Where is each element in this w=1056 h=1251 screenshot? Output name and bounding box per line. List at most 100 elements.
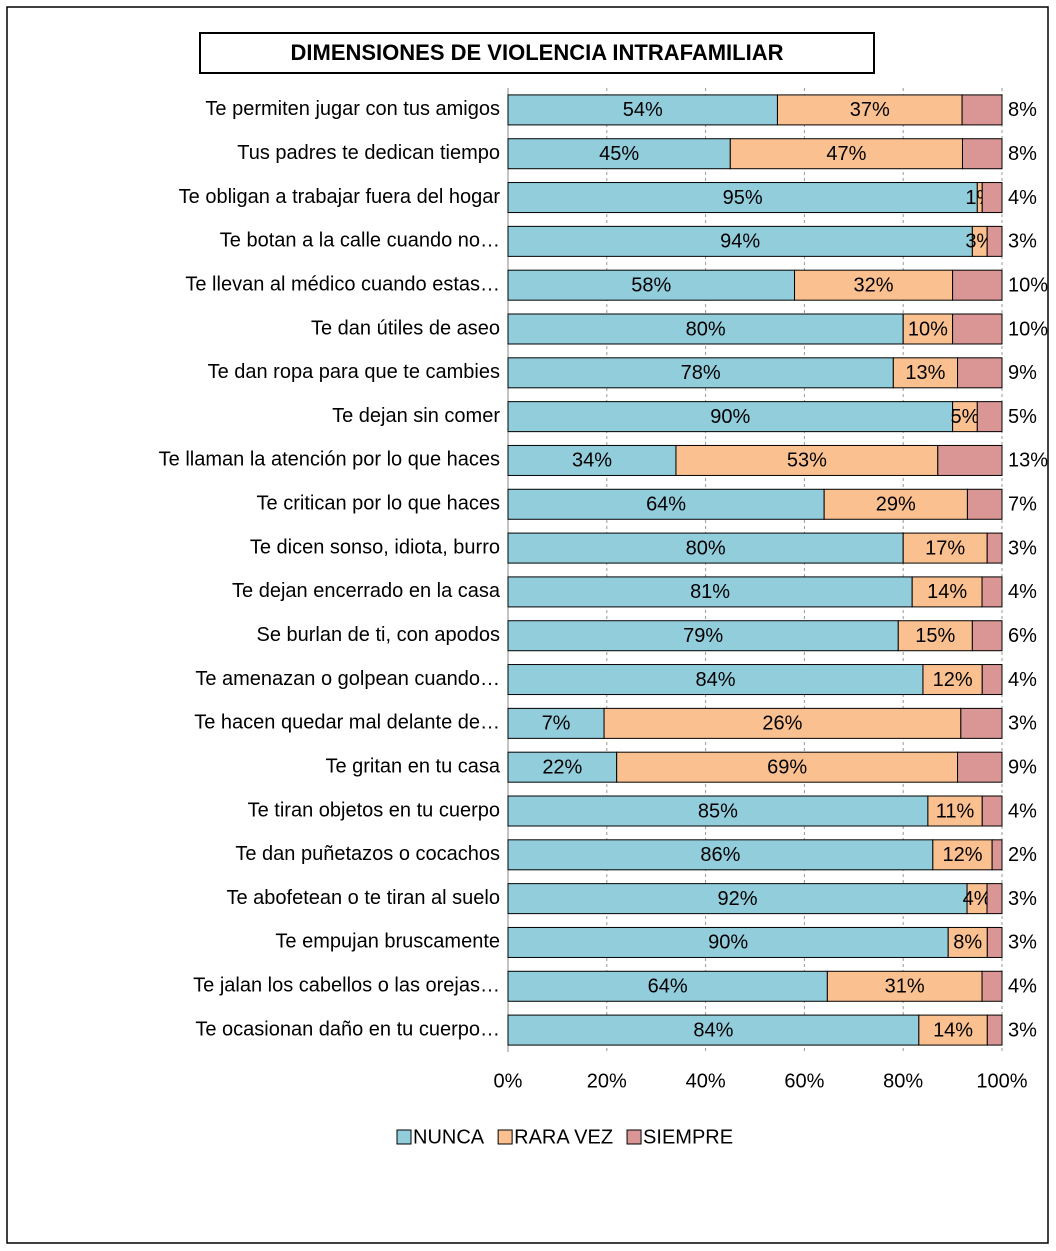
data-label: 15%: [915, 625, 955, 647]
bar-segment: [981, 182, 1003, 214]
bar-segment: [947, 926, 988, 958]
data-label: 22%: [542, 756, 582, 778]
data-label: 34%: [572, 450, 612, 472]
data-label: 64%: [648, 976, 688, 998]
y-tick-label: Te dan útiles de aseo: [311, 317, 500, 339]
legend-swatch: [497, 1129, 513, 1145]
data-label: 53%: [787, 450, 827, 472]
data-label: 85%: [698, 800, 738, 822]
bar-segment: [986, 926, 1003, 958]
bar-segment: [971, 620, 1003, 652]
data-label: 6%: [1008, 625, 1037, 647]
bar-segment: [981, 970, 1003, 1002]
bar-segment: [675, 444, 939, 476]
bar-segment: [507, 138, 731, 170]
legend-swatch: [396, 1129, 412, 1145]
data-label: 86%: [700, 844, 740, 866]
bar-segment: [892, 357, 959, 389]
x-tick-label: 100%: [976, 1070, 1027, 1092]
bar-segment: [986, 225, 1003, 257]
x-tick-label: 60%: [784, 1070, 824, 1092]
bar-segment: [603, 707, 962, 739]
data-label: 80%: [686, 537, 726, 559]
data-label: 4%: [1008, 581, 1037, 603]
bar-segment: [981, 664, 1003, 696]
bar-segment: [507, 795, 929, 827]
data-label: 90%: [708, 932, 748, 954]
bar-segment: [961, 138, 1003, 170]
bar-segment: [776, 94, 963, 126]
bar-segment: [507, 401, 954, 433]
bar-segment: [507, 444, 677, 476]
data-label: 94%: [720, 231, 760, 253]
data-label: 32%: [854, 274, 894, 296]
bar-segment: [952, 313, 1003, 345]
y-tick-label: Te llaman la atención por lo que haces: [159, 449, 500, 471]
bar-segment: [902, 532, 988, 564]
y-tick-label: Te ocasionan daño en tu cuerpo…: [195, 1018, 500, 1040]
data-label: 8%: [1008, 143, 1037, 165]
data-label: 78%: [681, 362, 721, 384]
y-tick-label: Te dejan encerrado en la casa: [232, 580, 501, 602]
bar-segment: [952, 269, 1003, 301]
data-label: 2%: [1008, 844, 1037, 866]
y-tick-label: Te permiten jugar con tus amigos: [205, 98, 500, 120]
data-label: 7%: [542, 713, 571, 735]
data-label: 12%: [942, 844, 982, 866]
data-label: 4%: [1008, 800, 1037, 822]
data-label: 3%: [1008, 231, 1037, 253]
bar-segment: [927, 795, 983, 827]
y-tick-label: Te abofetean o te tiran al suelo: [226, 887, 500, 909]
data-label: 45%: [599, 143, 639, 165]
data-label: 29%: [876, 494, 916, 516]
bar-segment: [976, 401, 1003, 433]
data-label: 10%: [908, 318, 948, 340]
data-label: 9%: [1008, 362, 1037, 384]
y-tick-label: Te dejan sin comer: [332, 405, 500, 427]
bar-segment: [937, 444, 1003, 476]
data-label: 7%: [1008, 494, 1037, 516]
data-label: 3%: [1008, 537, 1037, 559]
bar-segment: [902, 313, 954, 345]
data-label: 5%: [950, 406, 979, 428]
data-label: 5%: [1008, 406, 1037, 428]
data-label: 47%: [826, 143, 866, 165]
bar-segment: [507, 620, 899, 652]
bar-segment: [991, 839, 1003, 871]
y-tick-label: Te tiran objetos en tu cuerpo: [248, 799, 500, 821]
bar-segment: [823, 488, 968, 520]
y-tick-label: Te llevan al médico cuando estas…: [185, 273, 500, 295]
bar-segment: [826, 970, 983, 1002]
y-tick-label: Te gritan en tu casa: [325, 755, 500, 777]
data-label: 81%: [690, 581, 730, 603]
bar-segment: [507, 225, 973, 257]
bar-segment: [986, 532, 1003, 564]
data-label: 13%: [1008, 450, 1048, 472]
x-tick-label: 80%: [883, 1070, 923, 1092]
chart-title: DIMENSIONES DE VIOLENCIA INTRAFAMILIAR: [291, 40, 784, 65]
data-label: 54%: [623, 99, 663, 121]
bar-segment: [507, 576, 913, 608]
data-label: 10%: [1008, 274, 1048, 296]
x-tick-label: 40%: [686, 1070, 726, 1092]
bar-segment: [507, 707, 605, 739]
data-label: 17%: [925, 537, 965, 559]
data-label: 3%: [1008, 888, 1037, 910]
data-label: 79%: [683, 625, 723, 647]
bar-segment: [507, 926, 949, 958]
bar-segment: [957, 357, 1003, 389]
data-label: 8%: [953, 932, 982, 954]
data-label: 95%: [723, 187, 763, 209]
bar-segment: [507, 532, 904, 564]
legend-swatch: [626, 1129, 642, 1145]
data-label: 84%: [695, 669, 735, 691]
legend-label: SIEMPRE: [643, 1126, 733, 1148]
bar-segment: [981, 576, 1003, 608]
bar-segment: [507, 313, 904, 345]
bar-segment: [616, 751, 959, 783]
data-label: 3%: [1008, 713, 1037, 735]
bar-segment: [897, 620, 973, 652]
legend-label: NUNCA: [413, 1126, 485, 1148]
data-label: 14%: [933, 1019, 973, 1041]
data-label: 11%: [936, 800, 975, 822]
